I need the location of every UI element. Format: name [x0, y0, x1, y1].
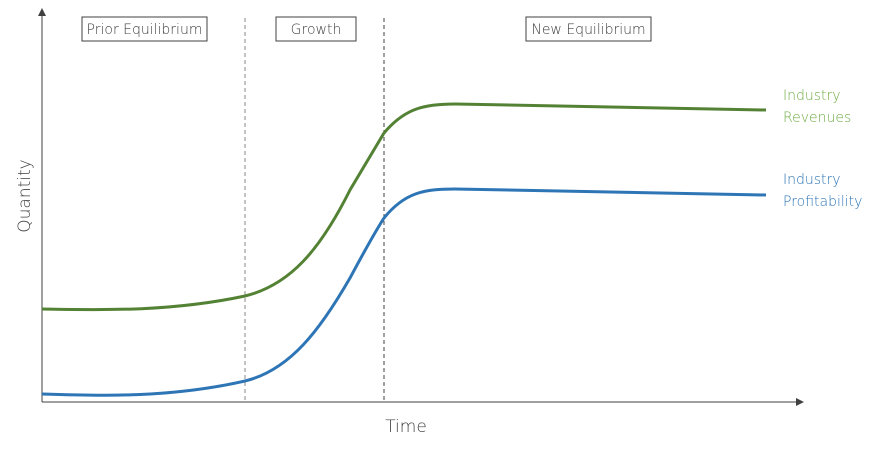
phase-label: New Equilibrium — [531, 22, 645, 38]
curve-label: Profitability — [783, 194, 862, 210]
profit-curve — [41, 187, 767, 397]
x-axis-label: Time — [385, 417, 427, 437]
phase-box — [275, 16, 357, 42]
phase-box — [525, 16, 652, 42]
y-axis-label: Quantity — [15, 159, 35, 232]
revenue-curve — [41, 102, 767, 312]
curve-label: Industry — [783, 88, 841, 104]
curve-label: Industry — [783, 172, 841, 188]
phase-box — [81, 16, 208, 42]
curve-label: Revenues — [783, 110, 851, 126]
phase-label: Prior Equilibrium — [87, 22, 203, 38]
phase-label: Growth — [291, 22, 342, 38]
